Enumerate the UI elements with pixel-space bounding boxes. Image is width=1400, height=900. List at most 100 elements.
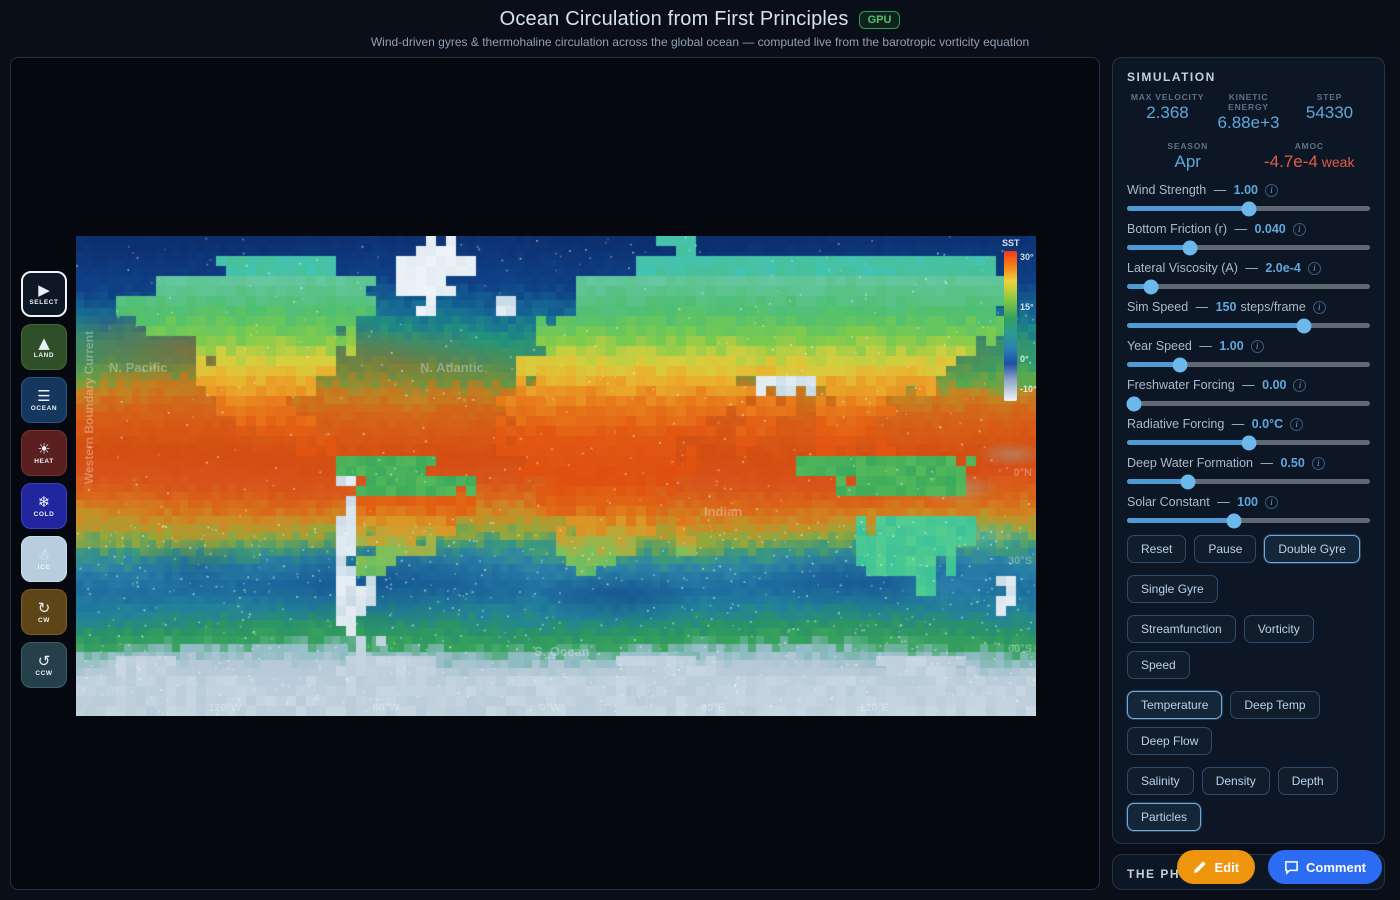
- info-icon[interactable]: i: [1292, 222, 1306, 236]
- slider-label: Sim Speed — 150 steps/frame i: [1127, 300, 1370, 314]
- info-icon[interactable]: i: [1250, 339, 1264, 353]
- info-icon[interactable]: i: [1265, 183, 1279, 197]
- ocean-map: N. Pacific N. Atlantic Indian S. Ocean Weste…: [76, 236, 1037, 716]
- button-salinity[interactable]: Salinity: [1127, 767, 1194, 795]
- button-row: Salinity Density Depth Particles: [1127, 767, 1370, 831]
- button-deep-temp[interactable]: Deep Temp: [1230, 691, 1320, 719]
- tool-label: OCEAN: [30, 405, 58, 412]
- slider-label: Wind Strength — 1.00 i: [1127, 183, 1370, 197]
- simulation-canvas-panel: ▶ SELECT ▲ LAND ☰ OCEAN ☀ HEAT ❄ COLD ☃ ICE ↻ CW ↺ CCW …: [10, 57, 1100, 890]
- info-icon[interactable]: i: [1312, 300, 1326, 314]
- comment-button[interactable]: Comment: [1268, 850, 1382, 884]
- tool-label: CCW: [35, 670, 53, 677]
- button-temperature[interactable]: Temperature: [1127, 691, 1223, 719]
- button-double-gyre[interactable]: Double Gyre: [1264, 535, 1360, 563]
- tool-heat[interactable]: ☀ HEAT: [21, 430, 67, 476]
- tool-ice[interactable]: ☃ ICE: [21, 536, 67, 582]
- tool-ccw[interactable]: ↺ CCW: [21, 642, 67, 688]
- cursor-icon: ▶: [38, 281, 50, 299]
- slider-fill: [1127, 362, 1181, 367]
- slider-track[interactable]: [1127, 435, 1370, 450]
- slider-track[interactable]: [1127, 357, 1370, 372]
- button-streamfunction[interactable]: Streamfunction: [1127, 615, 1236, 643]
- slider-lateral-viscosity-a-: Lateral Viscosity (A) — 2.0e-4 i: [1127, 261, 1370, 294]
- slider-track[interactable]: [1127, 201, 1370, 216]
- sun-icon: ☀: [37, 440, 51, 458]
- button-vorticity[interactable]: Vorticity: [1243, 615, 1314, 643]
- slider-thumb[interactable]: [1241, 435, 1256, 450]
- paint-toolbar: ▶ SELECT ▲ LAND ☰ OCEAN ☀ HEAT ❄ COLD ☃ ICE ↻ CW ↺ CCW: [21, 271, 67, 688]
- slider-name: Deep Water Formation: [1127, 456, 1253, 470]
- slider-thumb[interactable]: [1172, 357, 1188, 372]
- slider-thumb[interactable]: [1226, 513, 1242, 528]
- button-pause[interactable]: Pause: [1194, 535, 1257, 563]
- slider-label: Bottom Friction (r) — 0.040 i: [1127, 222, 1370, 236]
- tool-land[interactable]: ▲ LAND: [21, 324, 67, 370]
- waves-icon: ☰: [37, 387, 51, 405]
- tool-cold[interactable]: ❄ COLD: [21, 483, 67, 529]
- button-deep-flow[interactable]: Deep Flow: [1127, 727, 1213, 755]
- stat-max-velocity: MAX VELOCITY 2.368: [1127, 92, 1208, 133]
- page-title: Ocean Circulation from First Principles: [499, 8, 849, 30]
- button-depth[interactable]: Depth: [1277, 767, 1338, 795]
- slider-fill: [1127, 479, 1188, 484]
- info-icon[interactable]: i: [1290, 417, 1304, 431]
- simulation-panel-title: SIMULATION: [1127, 70, 1216, 84]
- slider-fill: [1127, 518, 1234, 523]
- button-row: Streamfunction Vorticity Speed: [1127, 615, 1370, 679]
- slider-track[interactable]: [1127, 318, 1370, 333]
- floating-actions: Edit Comment: [1177, 850, 1382, 884]
- mountain-icon: ▲: [38, 334, 50, 352]
- slider-track[interactable]: [1127, 513, 1370, 528]
- slider-value: 0.00: [1262, 378, 1287, 392]
- slider-thumb[interactable]: [1296, 318, 1312, 333]
- stat-value: 2.368: [1127, 103, 1208, 123]
- slider-wind-strength: Wind Strength — 1.00 i: [1127, 183, 1370, 216]
- info-icon[interactable]: i: [1293, 378, 1307, 392]
- slider-track[interactable]: [1127, 240, 1370, 255]
- slider-value: 1.00: [1233, 183, 1259, 197]
- stat-value-number: Apr: [1174, 152, 1201, 171]
- tool-select[interactable]: ▶ SELECT: [21, 271, 67, 317]
- slider-name: Year Speed: [1127, 339, 1192, 353]
- stat-step: STEP 54330: [1289, 92, 1370, 133]
- slider-radiative-forcing: Radiative Forcing — 0.0°C i: [1127, 417, 1370, 450]
- slider-thumb[interactable]: [1180, 474, 1196, 489]
- button-row: Temperature Deep Temp Deep Flow: [1127, 691, 1370, 755]
- slider-thumb[interactable]: [1182, 240, 1198, 255]
- slider-track[interactable]: [1127, 279, 1370, 294]
- slider-track[interactable]: [1127, 474, 1370, 489]
- info-icon[interactable]: i: [1265, 495, 1278, 509]
- slider-thumb[interactable]: [1126, 396, 1142, 411]
- tool-ocean[interactable]: ☰ OCEAN: [21, 377, 67, 423]
- info-icon[interactable]: i: [1307, 261, 1321, 275]
- slider-deep-water-formation: Deep Water Formation — 0.50 i: [1127, 456, 1370, 489]
- button-speed[interactable]: Speed: [1127, 651, 1190, 679]
- info-icon[interactable]: i: [1311, 456, 1325, 470]
- tool-label: ICE: [37, 564, 51, 571]
- slider-label: Lateral Viscosity (A) — 2.0e-4 i: [1127, 261, 1370, 275]
- snowflake-icon: ❄: [37, 493, 51, 511]
- simulation-map-canvas[interactable]: [76, 236, 1036, 716]
- button-single-gyre[interactable]: Single Gyre: [1127, 575, 1218, 603]
- button-reset[interactable]: Reset: [1127, 535, 1187, 563]
- slider-label: Solar Constant — 100 i: [1127, 495, 1370, 509]
- stats-row-1: MAX VELOCITY 2.368 KINETIC ENERGY 6.88e+3 ST…: [1127, 92, 1370, 133]
- slider-label: Deep Water Formation — 0.50 i: [1127, 456, 1370, 470]
- edit-button[interactable]: Edit: [1177, 850, 1256, 884]
- stat-value-number: 6.88e+3: [1217, 113, 1280, 132]
- slider-thumb[interactable]: [1143, 279, 1159, 294]
- sidebar: SIMULATION MAX VELOCITY 2.368 KINETIC ENER…: [1112, 57, 1385, 890]
- tool-cw[interactable]: ↻ CW: [21, 589, 67, 635]
- stat-label: SEASON: [1167, 141, 1209, 151]
- slider-name: Lateral Viscosity (A): [1127, 261, 1238, 275]
- slider-thumb[interactable]: [1241, 201, 1256, 216]
- slider-value: 1.00: [1219, 339, 1244, 353]
- button-particles[interactable]: Particles: [1127, 803, 1202, 831]
- stat-value: 6.88e+3: [1208, 113, 1289, 133]
- slider-track[interactable]: [1126, 396, 1370, 411]
- button-density[interactable]: Density: [1201, 767, 1270, 795]
- tool-label: COLD: [33, 511, 55, 518]
- tool-label: SELECT: [29, 299, 59, 306]
- slider-value: 2.0e-4: [1265, 261, 1301, 275]
